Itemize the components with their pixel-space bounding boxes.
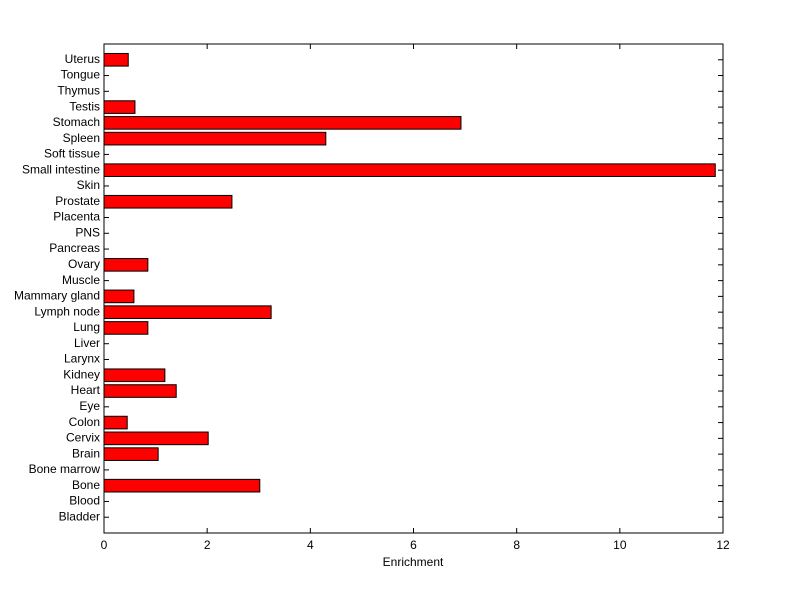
y-tick-label: Colon [69, 415, 100, 429]
y-tick-label: Uterus [65, 52, 100, 66]
y-tick-label: Eye [79, 399, 100, 413]
bar [103, 289, 135, 304]
x-tick-label: 0 [101, 538, 108, 552]
y-tick-label: Muscle [62, 273, 100, 287]
x-tick-label: 6 [410, 538, 417, 552]
y-tick-label: Lung [73, 320, 100, 334]
y-tick-label: Larynx [64, 352, 100, 366]
bar [103, 384, 177, 398]
y-tick-label: Blood [69, 494, 100, 508]
y-tick-label: Testis [69, 99, 100, 113]
bar [103, 431, 209, 446]
y-tick-label: Lymph node [34, 304, 100, 318]
y-tick-label: Small intestine [22, 162, 100, 176]
y-tick-label: Cervix [66, 431, 100, 445]
y-tick-label: Brain [72, 446, 100, 460]
x-axis-label: Enrichment [383, 555, 444, 569]
bar [103, 100, 136, 114]
y-tick-label: Kidney [63, 367, 100, 381]
x-tick-label: 4 [307, 538, 314, 552]
bar [103, 52, 129, 67]
y-tick-label: Bladder [59, 509, 100, 523]
bar [103, 478, 261, 493]
bar [103, 163, 716, 178]
y-tick-label: Skin [77, 178, 100, 192]
bar [103, 447, 159, 461]
y-tick-label: Tongue [61, 68, 101, 82]
y-tick-label: Ovary [68, 257, 100, 271]
y-tick-label: Soft tissue [44, 147, 100, 161]
y-tick-label: Bone [72, 478, 100, 492]
y-tick-label: Spleen [63, 131, 100, 145]
y-tick-label: PNS [75, 225, 100, 239]
x-tick-label: 10 [613, 538, 627, 552]
y-tick-label: Placenta [53, 210, 100, 224]
x-tick-label: 12 [716, 538, 730, 552]
bar [103, 131, 327, 146]
bar [103, 258, 149, 272]
y-tick-label: Pancreas [49, 241, 100, 255]
y-tick-label: Thymus [57, 83, 100, 97]
y-tick-label: Prostate [55, 194, 100, 208]
y-tick-label: Stomach [53, 115, 100, 129]
bar [103, 415, 128, 430]
y-tick-label: Liver [74, 336, 100, 350]
y-tick-label: Bone marrow [29, 462, 101, 476]
y-tick-label: Mammary gland [14, 289, 100, 303]
bar [103, 305, 272, 319]
bar [103, 321, 149, 335]
bar [103, 194, 233, 209]
y-tick-label: Heart [71, 383, 101, 397]
bar [103, 368, 166, 383]
x-tick-label: 8 [513, 538, 520, 552]
x-tick-label: 2 [204, 538, 211, 552]
bar [103, 116, 462, 130]
